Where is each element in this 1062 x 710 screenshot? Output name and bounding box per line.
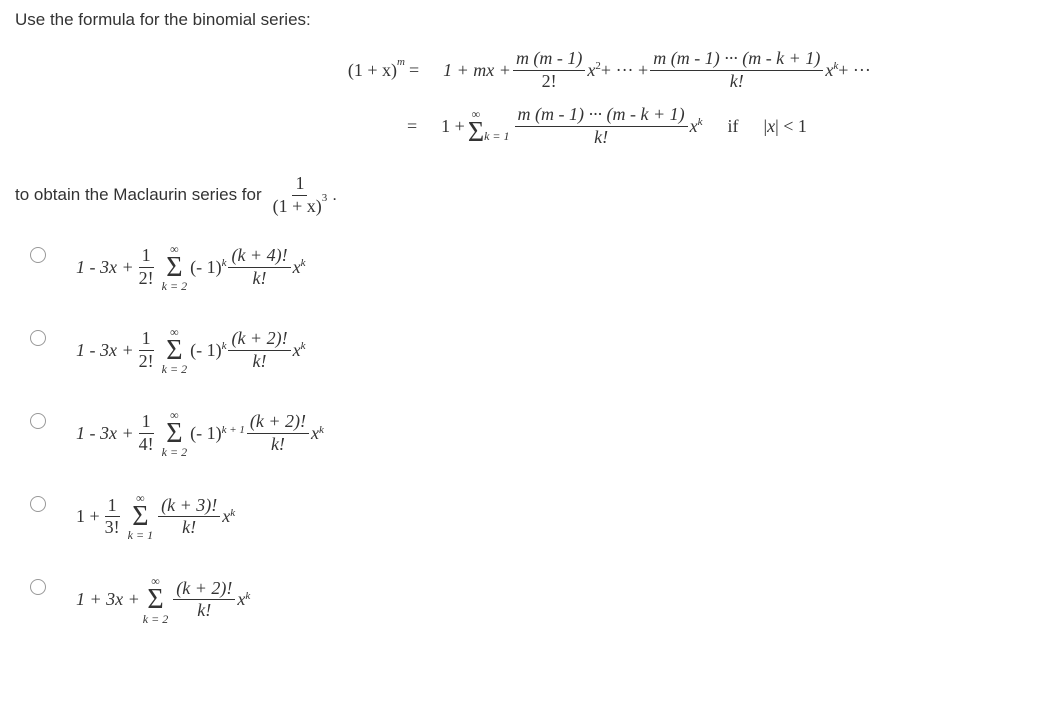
options-list: 1 - 3x + 1 2! ∞ Σ k = 2 (- 1)k (k + 4)! … bbox=[30, 243, 1047, 625]
binomial-formula: (1 + x)m = 1 + mx + m (m - 1) 2! x2 + ··… bbox=[305, 48, 1047, 148]
subquestion-text: to obtain the Maclaurin series for 1 (1 … bbox=[15, 173, 1047, 217]
option-4[interactable]: 1 + 1 3! ∞ Σ k = 1 (k + 3)! k! xk bbox=[30, 492, 1047, 541]
question-text: Use the formula for the binomial series: bbox=[15, 10, 1047, 30]
radio-icon bbox=[30, 496, 46, 512]
radio-icon bbox=[30, 413, 46, 429]
option-2[interactable]: 1 - 3x + 1 2! ∞ Σ k = 2 (- 1)k (k + 2)! … bbox=[30, 326, 1047, 375]
option-1[interactable]: 1 - 3x + 1 2! ∞ Σ k = 2 (- 1)k (k + 4)! … bbox=[30, 243, 1047, 292]
radio-icon bbox=[30, 579, 46, 595]
radio-icon bbox=[30, 247, 46, 263]
radio-icon bbox=[30, 330, 46, 346]
option-5[interactable]: 1 + 3x + ∞ Σ k = 2 (k + 2)! k! xk bbox=[30, 575, 1047, 624]
option-3[interactable]: 1 - 3x + 1 4! ∞ Σ k = 2 (- 1)k + 1 (k + … bbox=[30, 409, 1047, 458]
